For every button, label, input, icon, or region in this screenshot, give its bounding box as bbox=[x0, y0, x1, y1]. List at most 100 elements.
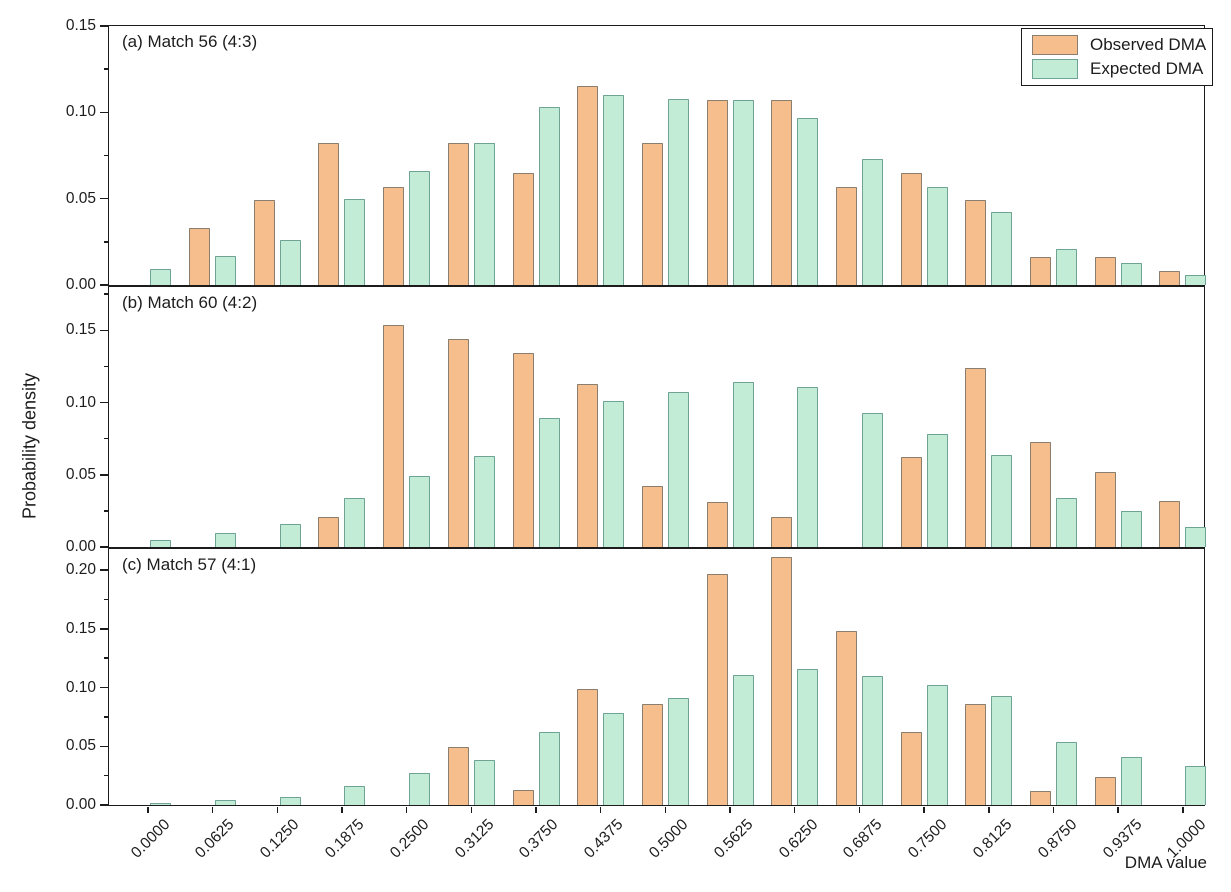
bar-observed bbox=[447, 747, 469, 805]
bar-group-0.2500 bbox=[383, 549, 431, 805]
bar-expected bbox=[1185, 274, 1207, 285]
y-major-tick bbox=[99, 284, 108, 286]
x-major-tick bbox=[341, 807, 343, 813]
bar-group-0.1875 bbox=[318, 287, 366, 547]
bar-expected bbox=[991, 454, 1013, 547]
bar-expected bbox=[1055, 741, 1077, 805]
y-tick-label: 0.20 bbox=[65, 561, 96, 579]
bar-expected bbox=[1120, 510, 1142, 547]
bar-group-0.1250 bbox=[253, 26, 301, 285]
x-major-tick bbox=[729, 807, 731, 813]
bar-group-0.3750 bbox=[512, 549, 560, 805]
bar-group-0.5625 bbox=[706, 26, 754, 285]
bar-group-0.2500 bbox=[383, 26, 431, 285]
bar-expected bbox=[215, 800, 237, 805]
x-major-tick bbox=[664, 807, 667, 813]
bar-group-0.6875 bbox=[835, 26, 883, 285]
bar-expected bbox=[1120, 756, 1142, 805]
bar-group-0.0625 bbox=[189, 549, 237, 805]
bar-group-0.0625 bbox=[189, 287, 237, 547]
panel-c: (c) Match 57 (4:1) 0.00 0.05 0.10 0.15 0.20 bbox=[66, 548, 1207, 813]
bar-group-0.6250 bbox=[771, 287, 819, 547]
bar-observed bbox=[771, 516, 793, 547]
y-minor-tick bbox=[103, 437, 108, 440]
y-minor-tick bbox=[103, 365, 108, 368]
y-major-tick bbox=[99, 686, 108, 689]
y-major-tick bbox=[99, 628, 108, 630]
bar-expected bbox=[279, 796, 301, 805]
legend: Observed DMA Expected DMA bbox=[1021, 28, 1213, 86]
bar-expected bbox=[926, 434, 948, 547]
x-major-tick bbox=[1052, 807, 1055, 813]
bar-expected bbox=[667, 392, 689, 547]
bar-expected bbox=[603, 713, 625, 805]
bar-group-0.9375 bbox=[1094, 549, 1142, 805]
bar-expected bbox=[667, 98, 689, 285]
bar-observed bbox=[641, 704, 663, 805]
bar-expected bbox=[861, 675, 883, 805]
bar-group-0.6250 bbox=[771, 26, 819, 285]
bar-expected bbox=[409, 773, 431, 805]
bar-expected bbox=[861, 412, 883, 547]
bar-observed bbox=[1159, 271, 1181, 285]
bar-expected bbox=[215, 255, 237, 285]
x-major-tick bbox=[276, 807, 279, 813]
bar-expected bbox=[861, 158, 883, 285]
bar-expected bbox=[1055, 248, 1077, 285]
bar-expected bbox=[603, 401, 625, 547]
bar-observed bbox=[577, 86, 599, 285]
bar-group-0.6875 bbox=[835, 549, 883, 805]
bar-expected bbox=[991, 695, 1013, 805]
bar-group-0.0000 bbox=[124, 549, 172, 805]
y-minor-tick bbox=[103, 657, 108, 659]
y-major-tick bbox=[99, 329, 108, 332]
bar-expected bbox=[538, 732, 560, 805]
bar-observed bbox=[900, 457, 922, 547]
x-major-tick bbox=[405, 807, 408, 813]
bar-group-0.3750 bbox=[512, 26, 560, 285]
bar-observed bbox=[577, 383, 599, 547]
x-axis-title: DMA value bbox=[1124, 853, 1207, 872]
bar-group-0.8125 bbox=[965, 549, 1013, 805]
bar-group-0.8125 bbox=[965, 287, 1013, 547]
x-major-tick bbox=[923, 807, 925, 813]
bar-expected bbox=[538, 107, 560, 285]
bar-group-0.2500 bbox=[383, 287, 431, 547]
bar-group-0.3750 bbox=[512, 287, 560, 547]
y-major-tick bbox=[99, 25, 108, 27]
y-tick-label: 0.05 bbox=[65, 737, 96, 755]
y-axis-title: Probability density bbox=[19, 372, 40, 520]
y-minor-tick bbox=[103, 68, 108, 70]
bar-group-0.3125 bbox=[447, 26, 495, 285]
x-major-tick bbox=[535, 807, 537, 813]
bar-expected bbox=[732, 382, 754, 547]
bar-group-0.7500 bbox=[900, 549, 948, 805]
bar-expected bbox=[473, 456, 495, 547]
bar-observed bbox=[835, 631, 857, 805]
bar-expected bbox=[473, 760, 495, 805]
bar-group-0.3125 bbox=[447, 287, 495, 547]
y-tick-label: 0.15 bbox=[65, 619, 96, 637]
bar-observed bbox=[706, 502, 728, 547]
bar-expected bbox=[1185, 526, 1207, 547]
bar-group-1.0000 bbox=[1159, 287, 1207, 547]
bar-group-0.7500 bbox=[900, 287, 948, 547]
y-tick-label: 0.15 bbox=[65, 321, 96, 339]
bar-observed bbox=[512, 172, 534, 285]
legend-label-expected: Expected DMA bbox=[1090, 59, 1204, 78]
bar-group-0.3125 bbox=[447, 549, 495, 805]
bar-group-0.1875 bbox=[318, 549, 366, 805]
bar-expected bbox=[732, 100, 754, 285]
x-major-tick bbox=[147, 807, 149, 813]
bar-observed bbox=[1029, 790, 1051, 805]
bar-group-0.6875 bbox=[836, 287, 883, 547]
bar-group-0.1250 bbox=[254, 287, 301, 547]
legend-item-observed: Observed DMA bbox=[1032, 35, 1206, 55]
bar-group-0.8750 bbox=[1029, 26, 1077, 285]
bar-expected bbox=[1055, 497, 1077, 547]
bar-group-0.9375 bbox=[1094, 26, 1142, 285]
x-major-tick bbox=[599, 807, 602, 813]
bar-group-0.1250 bbox=[254, 549, 301, 805]
bar-observed bbox=[1159, 500, 1181, 547]
